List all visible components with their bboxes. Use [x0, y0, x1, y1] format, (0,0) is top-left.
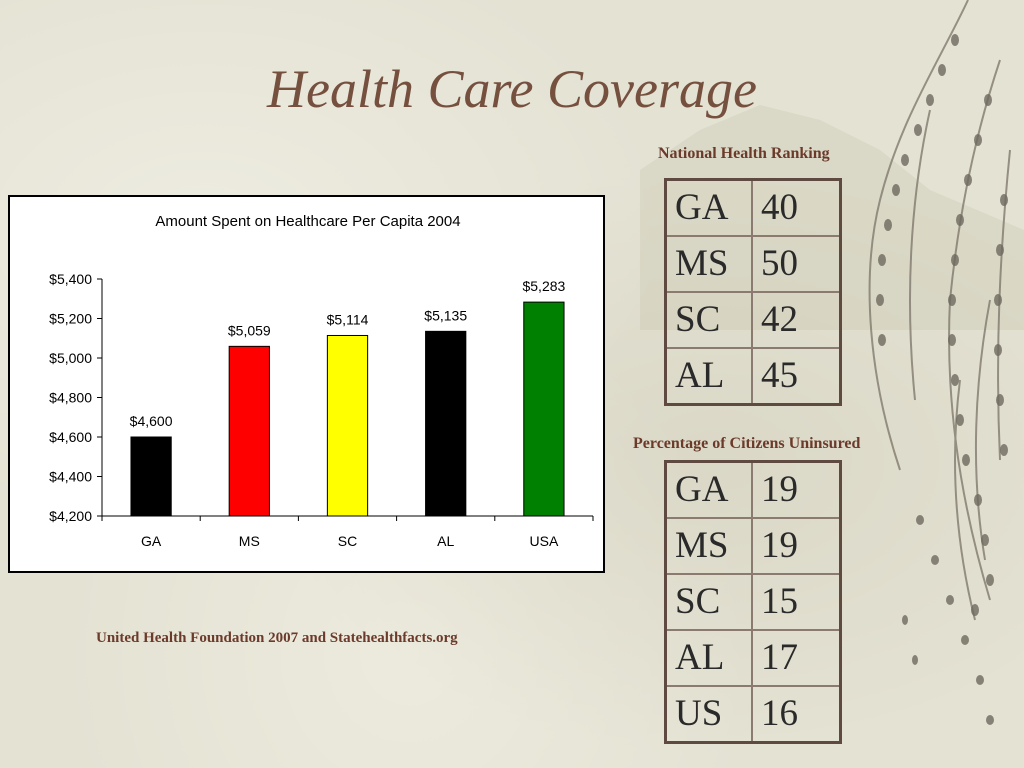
state-cell: AL	[664, 629, 753, 687]
bar-chart-svg: Amount Spent on Healthcare Per Capita 20…	[49, 213, 594, 549]
value-cell: 42	[751, 291, 842, 349]
table-row: SC 15	[664, 573, 842, 631]
state-cell: MS	[664, 235, 753, 293]
table-row: MS 50	[664, 235, 842, 293]
y-axis: $4,200 $4,400 $4,600 $4,800 $5,000 $5,200 $5,4…	[49, 271, 103, 524]
bar-ga	[130, 436, 172, 517]
uninsured-table: GA 19 MS 19 SC 15 AL 17 US 16	[664, 460, 842, 744]
bar-usa	[523, 301, 565, 517]
table-row: AL 17	[664, 629, 842, 687]
ranking-table: GA 40 MS 50 SC 42 AL 45	[664, 178, 842, 406]
y-tick-label: $4,600	[49, 429, 92, 445]
x-tick-label: GA	[141, 533, 162, 549]
ranking-table-title: National Health Ranking	[658, 145, 830, 162]
bar-ms	[228, 345, 270, 517]
chart-title: Amount Spent on Healthcare Per Capita 20…	[155, 213, 460, 230]
value-cell: 15	[751, 573, 842, 631]
y-tick-label: $4,200	[49, 508, 92, 524]
table-row: GA 19	[664, 460, 842, 519]
table-row: AL 45	[664, 347, 842, 406]
table-row: MS 19	[664, 517, 842, 575]
y-tick-label: $4,800	[49, 390, 92, 406]
state-cell: SC	[664, 573, 753, 631]
bar-sc	[326, 334, 369, 517]
uninsured-table-title: Percentage of Citizens Uninsured	[633, 435, 861, 452]
data-label: $5,135	[424, 307, 467, 323]
data-label: $5,283	[522, 278, 565, 294]
y-tick-label: $5,400	[49, 271, 92, 287]
value-cell: 50	[751, 235, 842, 293]
bar-al	[425, 330, 467, 517]
value-cell: 40	[751, 178, 842, 237]
value-cell: 45	[751, 347, 842, 406]
state-cell: US	[664, 685, 753, 744]
bars: $4,600 $5,059 $5,114 $5,135 $5,283	[130, 278, 566, 517]
state-cell: GA	[664, 178, 753, 237]
value-cell: 19	[751, 460, 842, 519]
x-tick-label: AL	[437, 533, 454, 549]
x-tick-label: MS	[239, 533, 260, 549]
table-row: US 16	[664, 685, 842, 744]
x-axis: GA MS SC AL USA	[101, 515, 594, 549]
table-row: GA 40	[664, 178, 842, 237]
y-tick-label: $4,400	[49, 469, 92, 485]
x-tick-label: USA	[530, 533, 559, 549]
value-cell: 19	[751, 517, 842, 575]
data-label: $4,600	[130, 413, 173, 429]
state-cell: SC	[664, 291, 753, 349]
value-cell: 17	[751, 629, 842, 687]
y-tick-label: $5,200	[49, 311, 92, 327]
table-row: SC 42	[664, 291, 842, 349]
y-tick-label: $5,000	[49, 350, 92, 366]
data-label: $5,059	[228, 322, 271, 338]
data-label: $5,114	[327, 311, 369, 327]
state-cell: GA	[664, 460, 753, 519]
bar-chart: Amount Spent on Healthcare Per Capita 20…	[8, 195, 605, 573]
slide-title: Health Care Coverage	[267, 59, 757, 119]
source-note: United Health Foundation 2007 and Stateh…	[96, 630, 458, 646]
value-cell: 16	[751, 685, 842, 744]
state-cell: MS	[664, 517, 753, 575]
x-tick-label: SC	[338, 533, 357, 549]
state-cell: AL	[664, 347, 753, 406]
